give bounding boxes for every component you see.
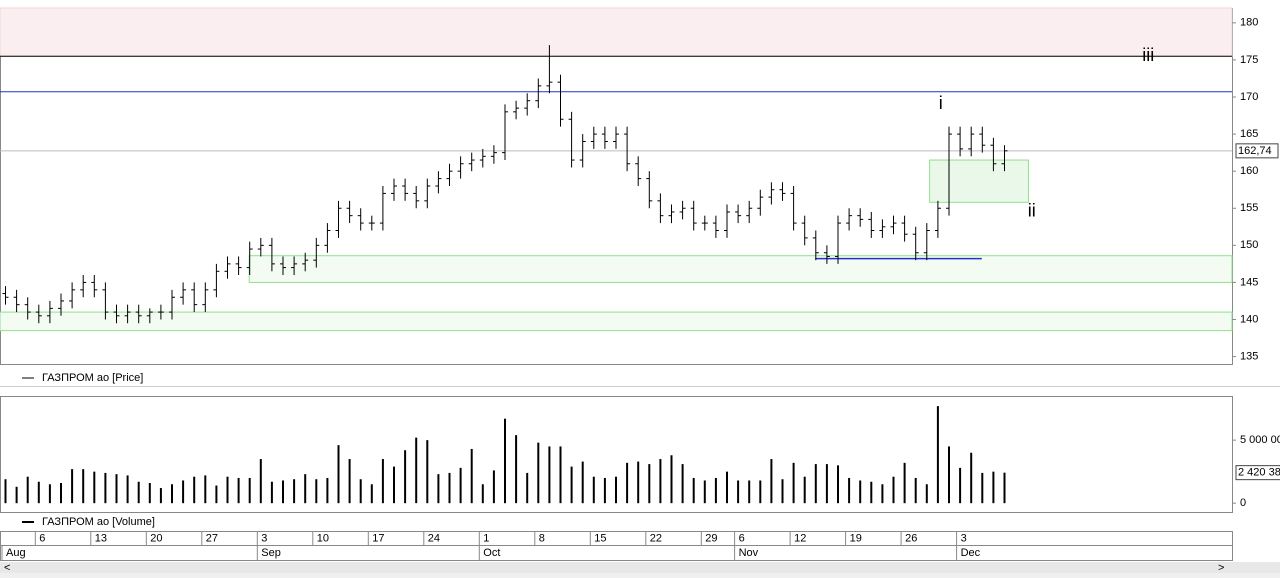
month-label: Oct	[483, 547, 500, 559]
y-tick-label: 155	[1240, 202, 1258, 214]
zone	[0, 7, 1233, 57]
y-tick-label: 180	[1240, 17, 1258, 29]
x-tick-label: 15	[594, 532, 606, 544]
x-tick-label: 12	[794, 532, 806, 544]
last-price-box	[1235, 143, 1279, 159]
month-label: Sep	[261, 547, 281, 559]
y-tick-label: 175	[1240, 54, 1258, 66]
x-tick-label: 27	[206, 532, 218, 544]
month-label: Dec	[961, 547, 981, 559]
zone	[0, 311, 1233, 332]
y-tick-label: 135	[1240, 350, 1258, 362]
annotation: iii	[1142, 45, 1154, 65]
y-tick-label: 5 000 00	[1240, 434, 1280, 446]
y-tick-label: 160	[1240, 165, 1258, 177]
last-value-label: 2 420 38	[1238, 467, 1280, 479]
x-tick-label: 10	[317, 532, 329, 544]
zone	[929, 159, 1029, 203]
x-tick-label: 20	[150, 532, 162, 544]
month-axis	[0, 545, 1233, 561]
x-tick-label: 6	[39, 532, 45, 544]
y-tick-label: 170	[1240, 91, 1258, 103]
x-tick-label: 22	[650, 532, 662, 544]
y-tick-label: 145	[1240, 276, 1258, 288]
x-tick-label: 3	[261, 532, 267, 544]
month-label: Nov	[739, 547, 759, 559]
x-tick-label: 3	[961, 532, 967, 544]
day-axis	[0, 531, 1233, 546]
zone	[248, 255, 1233, 283]
last-price-label: 162,74	[1238, 145, 1272, 157]
volume-panel	[0, 396, 1233, 513]
x-tick-label: 26	[905, 532, 917, 544]
x-tick-label: 29	[705, 532, 717, 544]
scroll-left[interactable]: <	[4, 562, 10, 574]
legend: ГАЗПРОМ ао [Price]	[42, 372, 143, 384]
x-tick-label: 8	[539, 532, 545, 544]
x-tick-label: 17	[372, 532, 384, 544]
annotation: i	[939, 93, 943, 113]
x-tick-label: 6	[739, 532, 745, 544]
x-tick-label: 24	[428, 532, 440, 544]
x-tick-label: 19	[850, 532, 862, 544]
scrollbar[interactable]	[0, 562, 1280, 573]
last-value-box	[1235, 465, 1280, 481]
month-label: Aug	[6, 547, 26, 559]
legend: ГАЗПРОМ ао [Volume]	[42, 516, 155, 528]
x-tick-label: 1	[483, 532, 489, 544]
y-tick-label: 150	[1240, 239, 1258, 251]
scroll-right[interactable]: >	[1218, 562, 1224, 574]
y-tick-label: 140	[1240, 313, 1258, 325]
annotation: ii	[1028, 201, 1036, 221]
y-tick-label: 165	[1240, 128, 1258, 140]
x-tick-label: 13	[95, 532, 107, 544]
y-tick-label: 0	[1240, 497, 1246, 509]
